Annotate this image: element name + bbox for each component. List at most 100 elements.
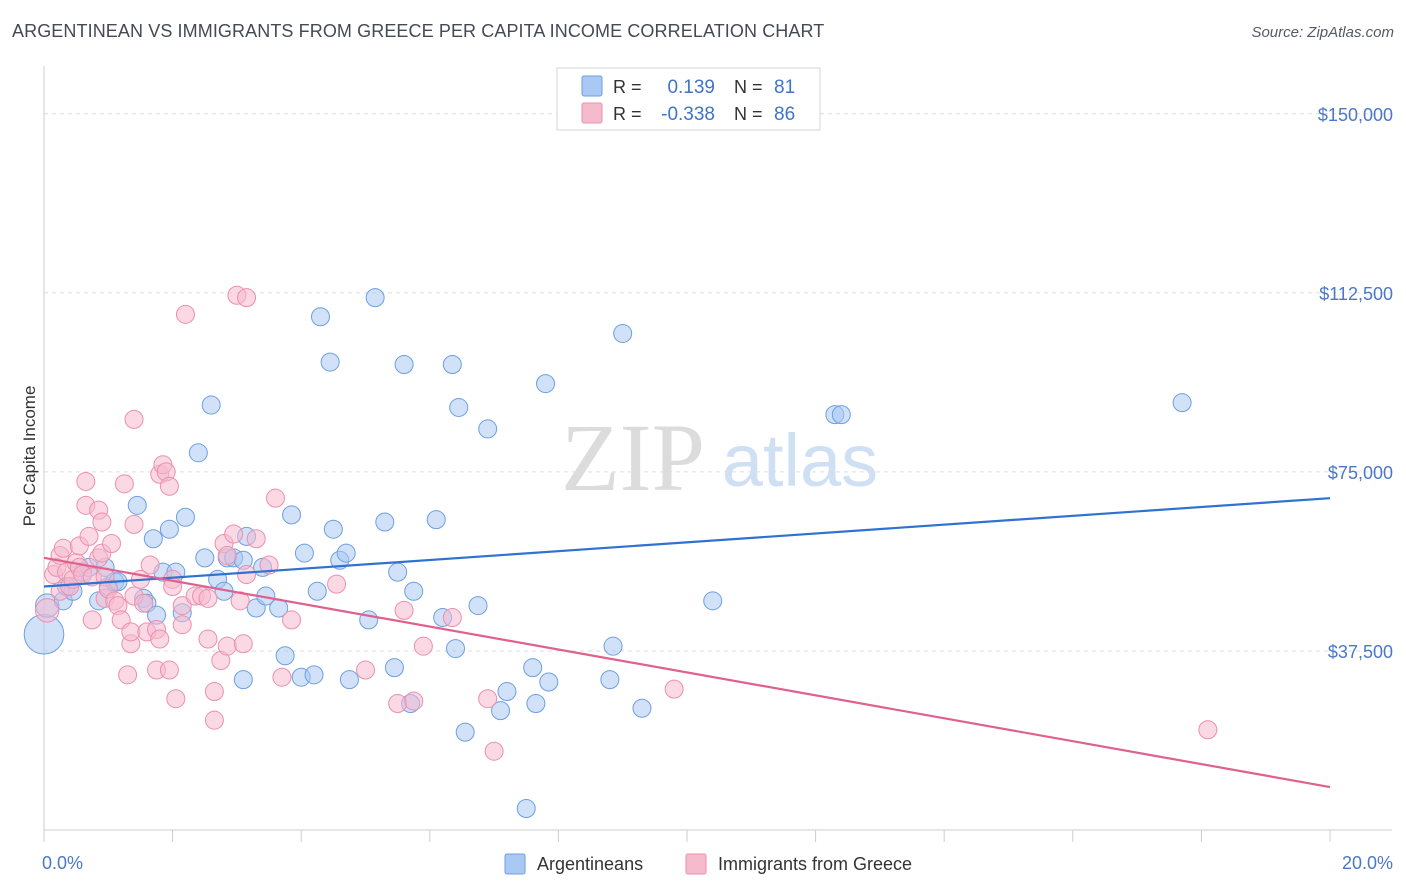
data-point xyxy=(526,693,546,713)
bottom-legend-pink-swatch xyxy=(685,853,707,875)
data-point xyxy=(632,698,652,718)
data-point xyxy=(1198,720,1218,740)
data-point xyxy=(118,665,138,685)
data-point xyxy=(76,471,96,491)
data-point xyxy=(172,615,192,635)
data-point xyxy=(339,670,359,690)
data-point xyxy=(175,304,195,324)
data-point xyxy=(233,634,253,654)
data-point xyxy=(282,610,302,630)
data-point xyxy=(703,591,723,611)
data-point xyxy=(217,545,237,565)
legend-blue-swatch xyxy=(581,75,603,97)
data-point xyxy=(294,543,314,563)
y-tick-label: $150,000 xyxy=(1318,105,1393,125)
legend-box: R = 0.139 N = 81 R = -0.338 N = 86 xyxy=(556,67,821,131)
data-point xyxy=(516,799,536,819)
series-argentineans xyxy=(23,288,1192,819)
trend-lines xyxy=(43,497,1331,789)
data-point xyxy=(201,395,221,415)
bottom-legend: Argentineans Immigrants from Greece xyxy=(504,853,912,875)
data-point xyxy=(446,639,466,659)
data-point xyxy=(114,474,134,494)
data-point xyxy=(275,646,295,666)
data-point xyxy=(92,512,112,532)
data-point xyxy=(327,574,347,594)
data-point xyxy=(35,598,60,623)
bottom-legend-blue-swatch xyxy=(504,853,526,875)
series-immigrants-from-greece xyxy=(35,285,1218,761)
data-point xyxy=(53,538,73,558)
data-point xyxy=(536,374,556,394)
data-point xyxy=(159,660,179,680)
data-point xyxy=(442,608,462,628)
data-point xyxy=(484,741,504,761)
data-point xyxy=(195,548,215,568)
data-point xyxy=(304,665,324,685)
data-point xyxy=(79,526,99,546)
source-label: Source: ZipAtlas.com xyxy=(1251,24,1394,41)
data-point xyxy=(307,581,327,601)
data-point xyxy=(831,405,851,425)
x-tick-labels: 0.0% 20.0% xyxy=(42,853,1393,873)
data-point xyxy=(497,682,517,702)
data-point xyxy=(198,629,218,649)
data-point xyxy=(175,507,195,527)
data-point xyxy=(491,701,511,721)
data-point xyxy=(204,682,224,702)
trend-line-blue xyxy=(43,497,1331,588)
trend-line-pink xyxy=(43,556,1331,789)
axes xyxy=(43,66,1392,842)
data-point xyxy=(413,636,433,656)
data-point xyxy=(384,658,404,678)
legend-n-label: N = xyxy=(734,104,763,124)
data-point xyxy=(150,629,170,649)
data-point xyxy=(356,660,375,680)
bottom-legend-greece: Immigrants from Greece xyxy=(718,854,912,874)
data-point xyxy=(82,610,102,630)
legend-pink-swatch xyxy=(581,102,603,124)
data-point xyxy=(140,555,160,575)
data-point xyxy=(159,519,179,539)
data-point xyxy=(127,495,147,515)
data-point xyxy=(468,596,488,616)
data-point xyxy=(143,529,163,549)
data-point xyxy=(455,722,475,742)
data-point xyxy=(172,596,192,616)
data-point xyxy=(246,529,266,549)
data-point xyxy=(237,565,257,585)
legend-r-value: -0.338 xyxy=(661,104,715,125)
data-point xyxy=(233,670,253,690)
legend-n-value: 86 xyxy=(774,104,795,125)
data-point xyxy=(375,512,395,532)
data-point xyxy=(394,600,414,620)
watermark-atlas: atlas xyxy=(722,419,878,502)
data-point xyxy=(102,534,122,554)
data-point xyxy=(323,519,343,539)
data-point xyxy=(600,670,620,690)
data-point xyxy=(404,691,424,711)
data-point xyxy=(539,672,559,692)
legend-r-label: R = xyxy=(613,104,642,124)
legend-r-label: R = xyxy=(613,77,642,97)
y-tick-label: $112,500 xyxy=(1319,284,1393,304)
data-point xyxy=(478,689,498,709)
y-tick-label: $75,000 xyxy=(1328,463,1393,483)
data-point xyxy=(272,667,292,687)
data-point xyxy=(664,679,684,699)
data-point xyxy=(124,409,144,429)
data-point xyxy=(198,588,218,608)
data-point xyxy=(320,352,340,372)
data-point xyxy=(282,505,302,525)
data-point xyxy=(523,658,543,678)
data-point xyxy=(134,593,154,613)
data-point xyxy=(449,397,469,417)
x-tick-label: 0.0% xyxy=(42,853,83,873)
data-point xyxy=(442,354,462,374)
data-point xyxy=(121,622,141,642)
watermark-zip: ZIP xyxy=(561,404,705,511)
data-point xyxy=(124,514,144,534)
data-point xyxy=(603,636,623,656)
y-axis-title: Per Capita Income xyxy=(20,386,39,527)
